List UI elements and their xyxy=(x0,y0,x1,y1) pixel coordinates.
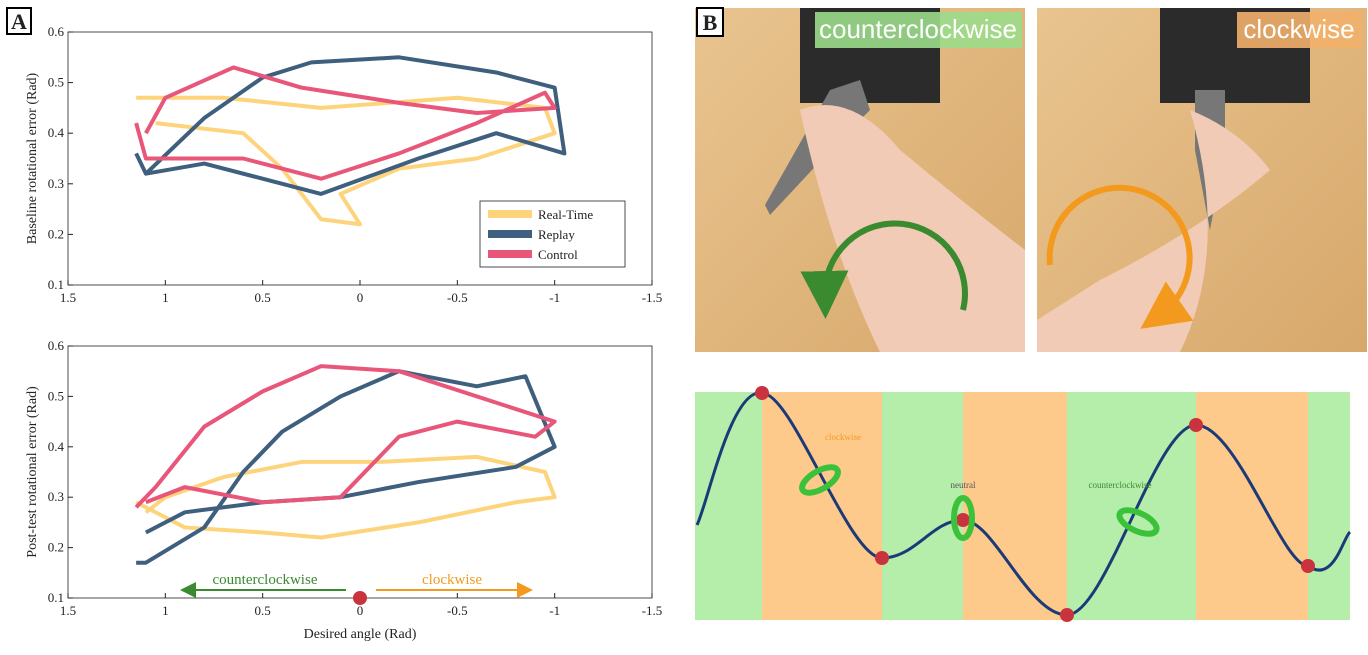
origin-dot xyxy=(353,591,367,605)
y-tick-label: 0.3 xyxy=(48,176,64,191)
series-line xyxy=(136,57,564,194)
diagram-label: counterclockwise xyxy=(1089,480,1152,490)
x-tick-label: 1 xyxy=(162,290,169,305)
stripe xyxy=(963,392,1067,620)
y-axis-label: Post-test rotational error (Rad) xyxy=(25,386,40,558)
plot-frame xyxy=(68,346,652,598)
x-tick-label: -1 xyxy=(549,603,560,618)
y-tick-label: 0.3 xyxy=(48,489,64,504)
x-tick-label: 0 xyxy=(357,290,364,305)
annotation: counterclockwise xyxy=(213,572,318,588)
extremum xyxy=(875,551,889,565)
y-tick-label: 0.6 xyxy=(48,24,65,39)
stripe xyxy=(1067,392,1196,620)
y-tick-label: 0.4 xyxy=(48,439,65,454)
y-tick-label: 0.4 xyxy=(48,125,65,140)
stripe xyxy=(1196,392,1308,620)
diagram-label: clockwise xyxy=(825,432,861,442)
x-tick-label: 1 xyxy=(162,603,169,618)
diagram-label: neutral xyxy=(951,480,976,490)
stripe xyxy=(882,392,963,620)
x-tick-label: -0.5 xyxy=(447,290,468,305)
y-tick-label: 0.1 xyxy=(48,590,64,605)
photo-label: clockwise xyxy=(1243,14,1354,44)
x-tick-label: -1.5 xyxy=(642,290,663,305)
y-tick-label: 0.5 xyxy=(48,388,64,403)
x-tick-label: 0 xyxy=(357,603,364,618)
y-axis-label: Baseline rotational error (Rad) xyxy=(25,72,40,244)
y-tick-label: 0.2 xyxy=(48,540,64,555)
stripe xyxy=(762,392,882,620)
y-tick-label: 0.1 xyxy=(48,277,64,292)
x-tick-label: -0.5 xyxy=(447,603,468,618)
legend-label: Replay xyxy=(538,227,575,242)
y-tick-label: 0.5 xyxy=(48,75,64,90)
extremum xyxy=(1189,418,1203,432)
panel-label: A xyxy=(11,9,27,34)
annotation: clockwise xyxy=(422,572,482,588)
x-tick-label: 0.5 xyxy=(255,603,271,618)
x-tick-label: 1.5 xyxy=(60,603,76,618)
diagram xyxy=(695,386,1350,622)
x-axis-label: Desired angle (Rad) xyxy=(304,627,417,642)
legend-label: Control xyxy=(538,247,578,262)
y-tick-label: 0.2 xyxy=(48,226,64,241)
extremum xyxy=(1301,559,1315,573)
panel-label: B xyxy=(703,10,718,35)
y-tick-label: 0.6 xyxy=(48,338,65,353)
x-tick-label: -1 xyxy=(549,290,560,305)
x-tick-label: 1.5 xyxy=(60,290,76,305)
legend-label: Real-Time xyxy=(538,207,593,222)
extremum xyxy=(755,386,769,400)
x-tick-label: -1.5 xyxy=(642,603,663,618)
x-tick-label: 0.5 xyxy=(255,290,271,305)
extremum xyxy=(956,513,970,527)
photo-label: counterclockwise xyxy=(819,14,1017,44)
stripe xyxy=(1308,392,1350,620)
extremum xyxy=(1060,608,1074,622)
